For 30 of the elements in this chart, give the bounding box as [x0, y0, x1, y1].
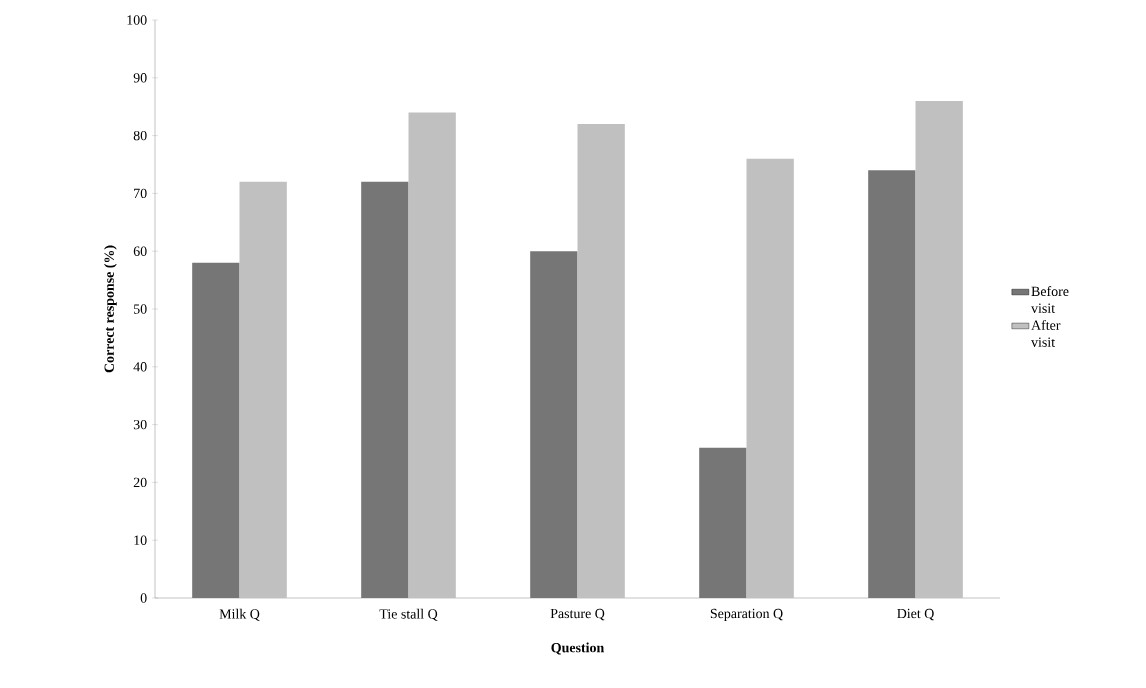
bar: [577, 124, 625, 598]
y-tick-label: 30: [133, 419, 147, 430]
y-tick-label: 70: [134, 188, 147, 199]
bar: [192, 262, 240, 598]
y-tick-label: 20: [133, 477, 147, 488]
x-tick-label: Separation Q: [710, 608, 783, 622]
bar: [530, 251, 578, 598]
x-tick-label: Diet Q: [897, 608, 935, 621]
x-axis-title: Question: [551, 642, 605, 655]
y-tick-label: 100: [127, 15, 147, 25]
y-tick-label: 0: [140, 593, 147, 603]
y-tick-label: 90: [133, 73, 147, 83]
bar: [699, 447, 747, 598]
bar: [239, 181, 287, 598]
bar: [868, 170, 916, 598]
bar: [915, 100, 963, 598]
x-tick-label: Milk Q: [219, 608, 260, 621]
legend-label: Before visit: [1031, 286, 1069, 313]
x-tick-label: Tie stall Q: [379, 608, 438, 621]
legend-label: After visit: [1031, 319, 1061, 347]
bar: [746, 158, 794, 598]
y-tick-label: 50: [134, 304, 147, 314]
bar: [361, 181, 409, 598]
y-tick-label: 80: [133, 130, 147, 141]
y-axis-title: Correct response (%): [104, 245, 117, 373]
x-tick-label: Pasture Q: [550, 608, 605, 621]
y-tick-label: 10: [134, 535, 147, 545]
y-tick-label: 40: [133, 362, 147, 372]
y-tick-label: 60: [133, 246, 147, 256]
bar: [408, 112, 456, 598]
